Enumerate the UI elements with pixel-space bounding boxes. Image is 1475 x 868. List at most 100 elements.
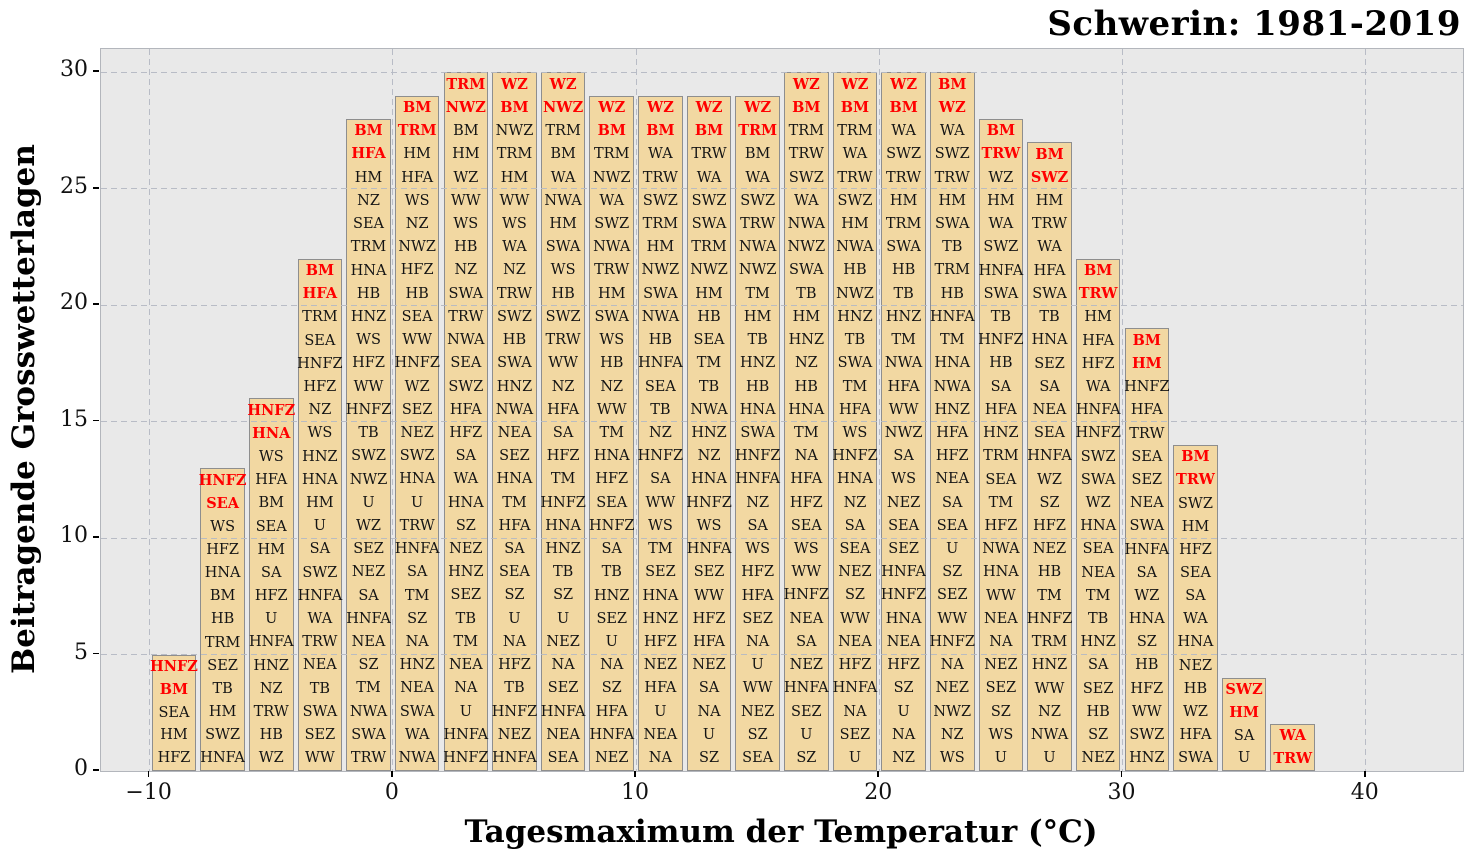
y-ticklabel: 10 bbox=[60, 523, 88, 549]
gwl-cell: TRM bbox=[446, 75, 486, 93]
gwl-cell: SWA bbox=[983, 285, 1019, 302]
gwl-bar: BM TRW SWZ HM HFZ SEA SA WA HNA NEZ HB WZ HFA SWA bbox=[1173, 444, 1218, 771]
gwl-cell: HFZ bbox=[352, 355, 385, 372]
gwl-cell: HNA bbox=[593, 448, 630, 465]
gwl-cell: WS bbox=[939, 750, 965, 766]
gwl-cell: SA bbox=[309, 541, 331, 558]
gwl-cell: HNA bbox=[1177, 634, 1214, 651]
gwl-cell: SEZ bbox=[985, 680, 1017, 697]
gwl-cell: SWZ bbox=[837, 192, 873, 209]
gwl-cell: NEA bbox=[789, 610, 824, 627]
x-ticklabel: 20 bbox=[864, 780, 893, 805]
gwl-cell: HM bbox=[306, 495, 334, 511]
gwl-cell: SEA bbox=[206, 494, 239, 512]
gwl-cell: HFZ bbox=[1081, 355, 1115, 372]
gwl-cell: WS bbox=[696, 517, 722, 534]
gwl-cell: HNZ bbox=[691, 425, 727, 442]
gwl-cell: SWA bbox=[934, 215, 970, 232]
gwl-cell: NEZ bbox=[351, 564, 386, 581]
gwl-cell: NEZ bbox=[935, 680, 969, 697]
gwl-cell: SWZ bbox=[1030, 168, 1069, 186]
gwl-cell: SZ bbox=[990, 703, 1011, 720]
gwl-cell: TB bbox=[990, 308, 1012, 325]
gwl-cell: NEZ bbox=[692, 657, 726, 674]
gwl-cell: U bbox=[1043, 750, 1056, 767]
y-axis-label: Beitragende Grosswetterlagen bbox=[6, 144, 42, 674]
gwl-cell: NZ bbox=[357, 192, 380, 209]
gwl-cell: SA bbox=[504, 541, 525, 558]
gwl-cell: TRW bbox=[545, 332, 581, 349]
gwl-cell: WS bbox=[258, 449, 284, 466]
gwl-cell: SWZ bbox=[691, 192, 727, 209]
gwl-cell: SWZ bbox=[886, 146, 922, 163]
gwl-cell: U bbox=[265, 611, 278, 628]
gwl-cell: NZ bbox=[454, 262, 478, 279]
gwl-cell: HNFZ bbox=[1026, 610, 1073, 627]
gwl-cell: TB bbox=[455, 610, 476, 627]
gwl-cell: SWA bbox=[886, 239, 921, 256]
gwl-cell: BM bbox=[597, 122, 626, 140]
gwl-cell: WZ bbox=[744, 98, 772, 116]
gwl-cell: WA bbox=[599, 192, 625, 209]
gwl-cell: TM bbox=[648, 541, 673, 558]
gwl-cell: SEA bbox=[255, 518, 287, 535]
gwl-cell: SWZ bbox=[740, 192, 776, 209]
gwl-cell: TRM bbox=[885, 215, 922, 232]
gwl-cell: HM bbox=[938, 192, 966, 209]
x-tickmark bbox=[877, 771, 880, 777]
y-tickmark bbox=[93, 652, 99, 655]
gwl-cell: HFA bbox=[839, 401, 871, 418]
gwl-bar: BM WZ WA SWZ TRW HM SWA TB TRM HB HNFA TM HNA NWA HNZ H… bbox=[930, 72, 975, 771]
gwl-cell: SWZ bbox=[1225, 680, 1263, 698]
gwl-cell: WA bbox=[1279, 727, 1307, 745]
gwl-cell: SWA bbox=[837, 355, 873, 372]
gwl-cell: WW bbox=[353, 378, 384, 395]
gwl-cell: SWZ bbox=[934, 146, 970, 163]
gridline-vertical bbox=[635, 49, 637, 771]
gwl-cell: NWZ bbox=[690, 262, 728, 279]
gwl-cell: TM bbox=[404, 587, 430, 604]
gwl-cell: NZ bbox=[697, 448, 721, 465]
gwl-bar: WA TRW bbox=[1270, 724, 1316, 771]
gwl-cell: HFA bbox=[449, 401, 482, 418]
gwl-cell: HB bbox=[989, 355, 1013, 372]
gwl-cell: HFZ bbox=[303, 378, 337, 395]
gwl-cell: HM bbox=[597, 285, 626, 302]
gwl-cell: U bbox=[800, 726, 813, 743]
gwl-cell: U bbox=[897, 703, 910, 720]
gwl-cell: SWZ bbox=[983, 239, 1019, 256]
gwl-cell: NEA bbox=[497, 424, 532, 441]
gwl-cell: NZ bbox=[892, 750, 915, 766]
gwl-cell: HM bbox=[160, 727, 188, 744]
gwl-bar: WZ NWZ TRM BM WA NWA HM SWA WS HB SWZ TRW WW NZ HFA SA H… bbox=[540, 72, 586, 771]
gwl-cell: WW bbox=[840, 610, 870, 627]
gwl-cell: TRW bbox=[837, 169, 873, 186]
gwl-cell: HFZ bbox=[692, 610, 726, 627]
gwl-cell: SEA bbox=[1179, 564, 1211, 581]
x-ticklabel: −10 bbox=[125, 780, 172, 805]
gwl-cell: TRW bbox=[1176, 471, 1215, 489]
gwl-cell: TB bbox=[796, 285, 817, 302]
gwl-cell: HNA bbox=[691, 471, 727, 488]
gwl-cell: SEA bbox=[936, 517, 968, 534]
gwl-cell: HFA bbox=[644, 680, 677, 697]
gwl-cell: NZ bbox=[551, 378, 575, 395]
gwl-cell: SEZ bbox=[693, 564, 725, 581]
gwl-cell: HNA bbox=[301, 471, 338, 488]
gwl-cell: HM bbox=[1035, 192, 1064, 209]
gwl-cell: TM bbox=[696, 355, 722, 372]
gwl-bar: BM TRW HM HFA HFZ WA HNFA HNFZ SWZ SWA WZ HNA SEA NEA… bbox=[1075, 258, 1121, 771]
gwl-cell: HFA bbox=[741, 587, 774, 604]
gwl-cell: SZ bbox=[699, 750, 720, 767]
gwl-cell: WZ bbox=[1037, 471, 1063, 488]
gwl-cell: HNA bbox=[350, 262, 387, 279]
gwl-cell: HFZ bbox=[498, 657, 531, 674]
gwl-cell: SEZ bbox=[304, 727, 336, 744]
gwl-cell: TRW bbox=[981, 145, 1021, 163]
gwl-cell: TRW bbox=[399, 517, 435, 534]
gwl-cell: SWA bbox=[302, 703, 338, 720]
gwl-cell: NWA bbox=[544, 192, 582, 209]
gwl-cell: WS bbox=[307, 425, 333, 442]
gwl-bar: SWZ HM SA U bbox=[1221, 677, 1267, 771]
gwl-cell: U bbox=[411, 494, 424, 511]
